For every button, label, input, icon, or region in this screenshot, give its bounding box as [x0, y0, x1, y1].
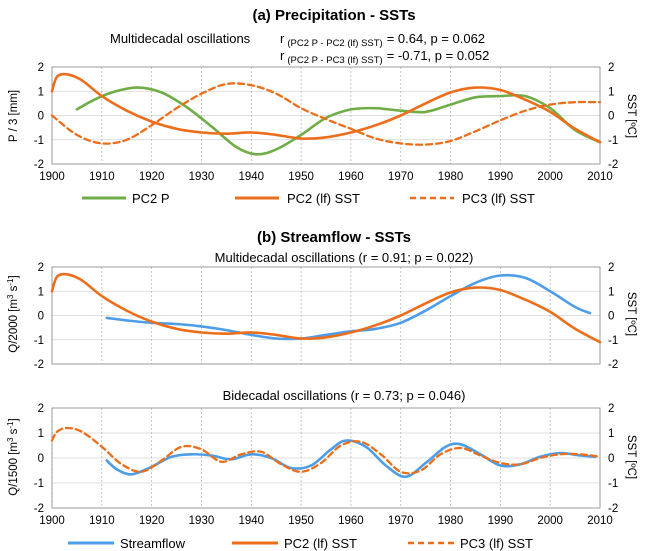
legend-label-pc2-lf-sst-b: PC2 (lf) SST [284, 536, 357, 551]
panel-a-series-pc2-lf-sst [50, 72, 602, 144]
panel-a-ytick-label: 2 [38, 62, 44, 74]
panel-b-top-series-pc2-lf-sst [50, 272, 602, 344]
panel-a-xtick-label: 2000 [537, 171, 563, 183]
panel-a-xtick-label: 1990 [488, 171, 514, 183]
panel-b-title: (b) Streamflow - SSTs [257, 229, 411, 246]
panel-b-top-plot-frame [51, 266, 601, 365]
legend-label-pc2-p: PC2 P [132, 191, 170, 206]
panel-b-top-ytick-label: -2 [34, 359, 44, 371]
panel-b-top-subtitle: Multidecadal oscillations (r = 0.91; p =… [215, 250, 474, 265]
panel-b-top-ytick-label: -1 [34, 335, 44, 347]
panel-b-top-y2tick-label: 0 [608, 311, 614, 323]
legend-label-pc2-lf-sst: PC2 (lf) SST [287, 191, 360, 206]
panel-b-bottom-plot-frame [51, 407, 601, 509]
panel-b-bottom-ylabel-right: SST [ºC] [625, 435, 637, 479]
panel-b-bottom-xtick-label: 1960 [338, 515, 364, 527]
panel-a-xtick-label: 1950 [288, 171, 314, 183]
legend-label-streamflow: Streamflow [120, 536, 186, 551]
panel-a-xtick-label: 1940 [238, 171, 264, 183]
panel-b-top-y2tick-label: 1 [608, 286, 614, 298]
legend-label-pc3-lf-sst-b: PC3 (lf) SST [460, 536, 533, 551]
panel-b-bottom-ytick-label: 1 [38, 428, 44, 440]
panel-a-ytick-label: -1 [34, 135, 44, 147]
panel-a-xtick-label: 1900 [39, 171, 65, 183]
panel-b-bottom-ytick-label: 0 [38, 453, 44, 465]
panel-b-bottom-y2tick-label: 0 [608, 453, 614, 465]
panel-b-bottom-xtick-label: 1920 [139, 515, 165, 527]
panel-b-bottom-xtick-label: 1910 [89, 515, 115, 527]
panel-b-bottom-ylabel-left: Q/1500 [m3 s-1] [6, 418, 20, 495]
panel-b-bottom-y2tick-label: 1 [608, 428, 614, 440]
panel-a-ytick-label: -2 [34, 159, 44, 171]
panel-a-ylabel-right: SST [ºC] [625, 94, 637, 138]
panel-b-top-ylabel-right: SST [ºC] [625, 292, 637, 336]
panel-b-bottom-xtick-label: 1940 [238, 515, 264, 527]
panel-a-xtick-label: 1930 [189, 171, 215, 183]
panel-b-top-y2tick-label: -2 [608, 359, 618, 371]
panel-a-y2tick-label: -1 [608, 135, 618, 147]
panel-b-top-ylabel-left: Q/2000 [m3 s-1] [6, 275, 20, 352]
panel-b-bottom-subtitle: Bidecadal oscillations (r = 0.73; p = 0.… [223, 388, 466, 403]
panel-a-y2tick-label: 0 [608, 111, 614, 123]
panel-a-stats-line1: r (PC2 P - PC2 (lf) SST) = 0.64, p = 0.062 [280, 31, 485, 49]
panel-b-top-plot: 2 2 1 1 0 0 -1 -1 -2 -2 [34, 262, 618, 371]
panel-a-xtick-label: 1920 [139, 171, 165, 183]
panel-a-xtick-label: 1980 [438, 171, 464, 183]
panel-b-top-y2tick-label: -1 [608, 335, 618, 347]
panel-b-top-y2tick-label: 2 [608, 262, 614, 274]
panel-a-ylabel-left: P / 3 [mm] [8, 90, 20, 142]
panel-b-bottom-series-pc3-lf-sst [50, 426, 602, 475]
panel-a-ytick-label: 1 [38, 86, 44, 98]
panel-b-bottom-y2tick-label: 2 [608, 403, 614, 415]
panel-a-title: (a) Precipitation - SSTs [252, 7, 415, 24]
panel-b-bottom-xtick-label: 1990 [488, 515, 514, 527]
panel-a-y2tick-label: 1 [608, 86, 614, 98]
panel-b-bottom-ytick-label: 2 [38, 403, 44, 415]
panel-a-series-pc3-lf-sst [50, 82, 602, 146]
legend-label-pc3-lf-sst: PC3 (lf) SST [462, 191, 535, 206]
panel-a-ytick-label: 0 [38, 111, 44, 123]
panel-a-stats-line2: r (PC2 P - PC3 (lf) SST) = -0.71, p = 0.05… [280, 48, 489, 66]
panel-b-bottom-ytick-label: -2 [34, 503, 44, 515]
panel-b-bottom-xtick-label: 1970 [388, 515, 414, 527]
panel-a-stats-label: Multidecadal oscillations [110, 31, 251, 46]
panel-b-bottom-xtick-label: 2010 [587, 515, 613, 527]
panel-b-bottom-xtick-label: 1980 [438, 515, 464, 527]
panel-a-xtick-label: 1910 [89, 171, 115, 183]
panel-a-y2tick-label: -2 [608, 159, 618, 171]
panel-a-xtick-label: 1970 [388, 171, 414, 183]
panel-a-y2tick-label: 2 [608, 62, 614, 74]
panel-b-bottom-xtick-label: 1900 [39, 515, 65, 527]
panel-b-legend: Streamflow PC2 (lf) SST PC3 (lf) SST [68, 536, 533, 551]
panel-b-bottom-y2tick-label: -2 [608, 503, 618, 515]
panel-b-bottom-xtick-label: 2000 [537, 515, 563, 527]
panel-b-bottom-xtick-label: 1930 [189, 515, 215, 527]
panel-a-xtick-label: 1960 [338, 171, 364, 183]
panel-b-bottom-xtick-label: 1950 [288, 515, 314, 527]
panel-b-bottom-y2tick-label: -1 [608, 478, 618, 490]
panel-b-bottom-ytick-label: -1 [34, 478, 44, 490]
panel-b-top-ytick-label: 2 [38, 262, 44, 274]
panel-b-top-ytick-label: 1 [38, 286, 44, 298]
panel-b-top-ytick-label: 0 [38, 311, 44, 323]
panel-a-legend: PC2 P PC2 (lf) SST PC3 (lf) SST [82, 191, 535, 206]
panel-a-xtick-label: 2010 [587, 171, 613, 183]
